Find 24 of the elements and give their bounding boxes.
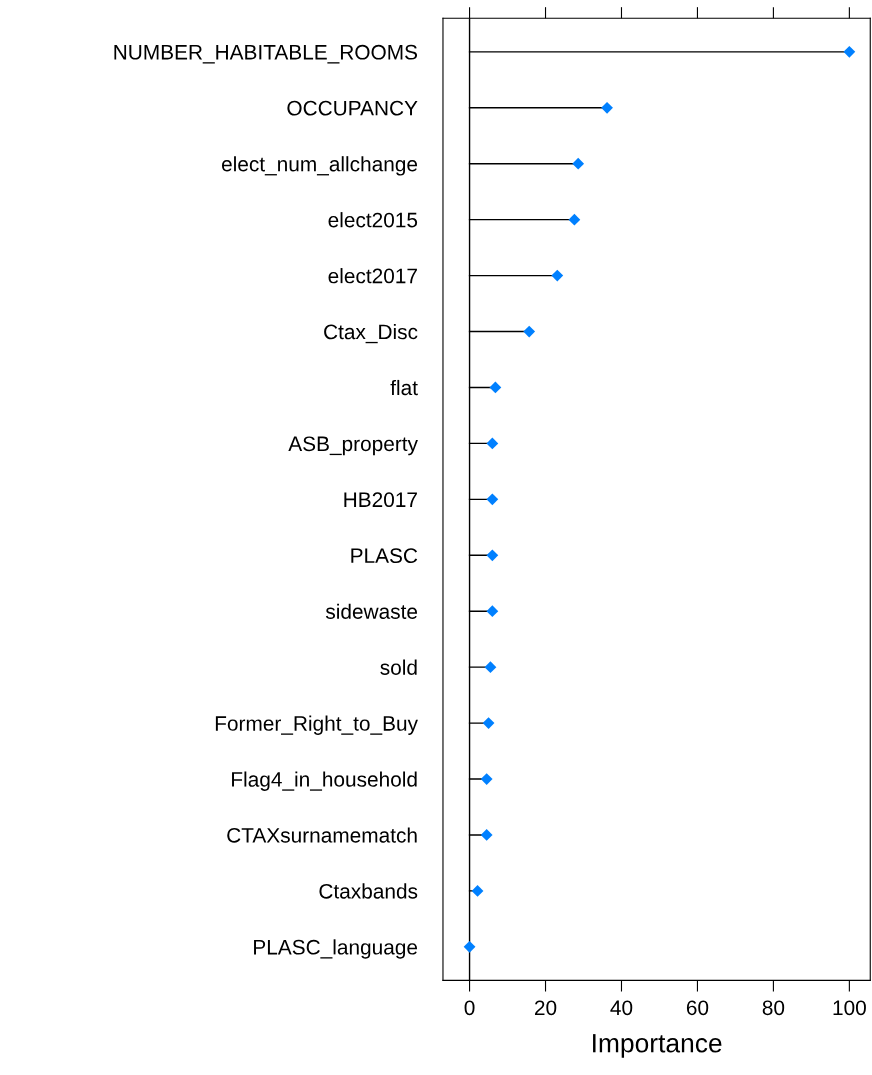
x-tick-label: 0: [464, 1000, 475, 1016]
y-tick-label: ASB_property: [288, 436, 418, 456]
y-tick-label: flat: [390, 379, 418, 396]
x-tick-label: 60: [686, 1000, 709, 1016]
y-tick-label: Former_Right_to_Buy: [215, 715, 418, 735]
y-tick-label: sold: [380, 659, 417, 675]
x-tick-label: 100: [833, 1000, 866, 1016]
y-tick-label: NUMBER_HABITABLE_ROOMS: [114, 44, 418, 64]
y-tick-label: Ctax_Disc: [324, 323, 418, 344]
x-tick-label: 20: [534, 1000, 557, 1016]
y-tick-label: Ctaxbands: [319, 883, 418, 899]
y-tick-label: Flag4_in_household: [232, 771, 417, 791]
y-tick-label: elect_num_allchange: [221, 156, 418, 176]
x-axis-title: Importance: [593, 1034, 722, 1058]
x-tick-label: 40: [610, 1000, 633, 1016]
y-tick-label: PLASC_language: [254, 939, 418, 959]
y-tick-label: CTAXsurnamematch: [227, 827, 417, 843]
y-tick-label: OCCUPANCY: [287, 100, 418, 116]
y-tick-label: HB2017: [344, 492, 417, 508]
y-tick-label: elect2017: [328, 268, 417, 284]
y-tick-label: PLASC: [351, 548, 418, 564]
y-tick-label: elect2015: [328, 212, 418, 228]
x-tick-label: 80: [762, 1000, 785, 1016]
y-tick-label: sidewaste: [325, 603, 418, 619]
